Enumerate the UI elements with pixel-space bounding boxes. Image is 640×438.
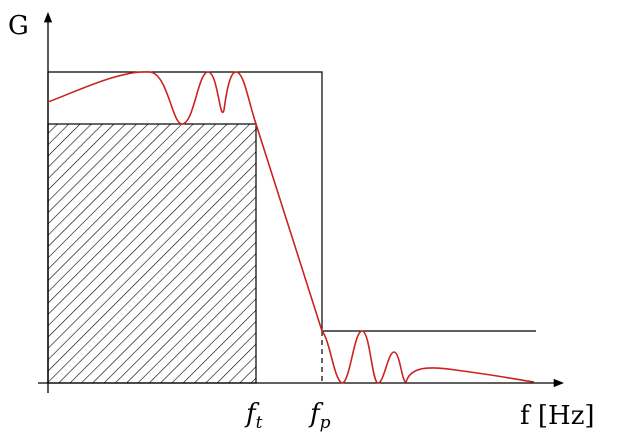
fp-label: fp	[308, 399, 331, 433]
response-curve	[47, 71, 535, 384]
ft-label: ft	[244, 399, 263, 433]
x-axis-label: f [Hz]	[520, 401, 595, 431]
passband-hatched-region	[47, 123, 257, 384]
y-axis-label: G	[8, 11, 29, 41]
